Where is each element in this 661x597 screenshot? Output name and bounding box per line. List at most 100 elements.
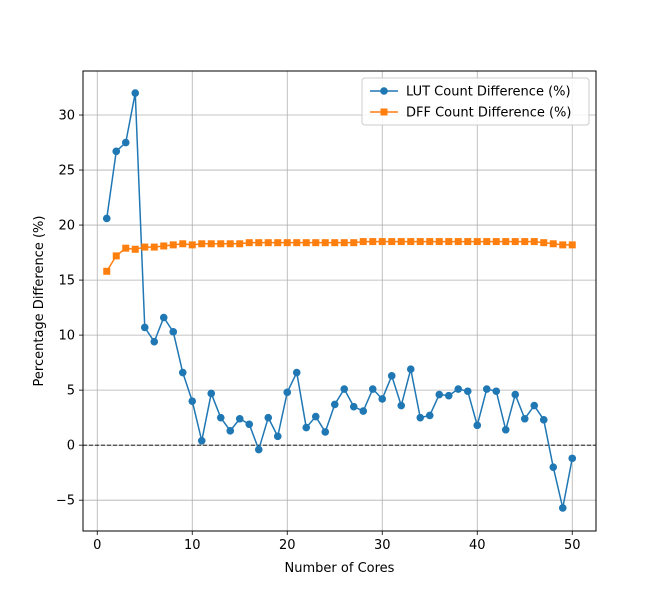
y-tick-label: 5	[67, 384, 75, 399]
grid-lines	[83, 71, 596, 531]
data-point	[121, 138, 130, 147]
data-point	[340, 239, 348, 247]
legend-marker	[380, 108, 388, 116]
data-point	[511, 390, 520, 399]
data-point	[359, 238, 367, 246]
data-point	[311, 412, 320, 421]
x-tick-label: 40	[469, 538, 486, 553]
data-point	[340, 385, 349, 393]
data-point	[283, 388, 292, 397]
data-point	[159, 313, 168, 322]
legend-item: DFF Count Difference (%)	[370, 106, 571, 121]
data-point	[445, 238, 453, 246]
data-point	[245, 239, 253, 247]
data-point	[293, 239, 301, 247]
data-point	[530, 238, 538, 246]
data-point	[274, 239, 282, 247]
data-point	[216, 413, 225, 422]
data-point	[463, 387, 472, 396]
data-point	[226, 240, 234, 248]
series-1	[102, 89, 577, 512]
legend-label: DFF Count Difference (%)	[406, 106, 571, 121]
data-point	[264, 413, 273, 422]
data-point	[530, 401, 539, 410]
data-point	[359, 407, 368, 415]
data-point	[492, 238, 500, 246]
data-point	[112, 147, 121, 156]
data-point	[264, 239, 272, 247]
data-point	[435, 238, 443, 246]
data-point	[188, 241, 196, 249]
data-point	[236, 240, 244, 248]
data-point	[444, 391, 453, 400]
data-point	[539, 416, 548, 424]
data-point	[473, 238, 481, 246]
data-point	[330, 400, 339, 409]
data-point	[378, 395, 387, 403]
x-tick-label: 20	[279, 538, 296, 553]
data-point	[378, 238, 386, 246]
data-point	[520, 414, 529, 423]
data-point	[178, 368, 187, 377]
y-tick-label: 10	[58, 329, 75, 344]
data-point	[464, 238, 472, 246]
y-tick-label: 20	[58, 219, 75, 234]
x-tick-label: 0	[93, 538, 101, 553]
data-point	[397, 238, 405, 246]
data-point	[483, 238, 491, 246]
data-point	[331, 239, 339, 247]
data-point	[226, 427, 235, 435]
data-point	[292, 368, 301, 377]
data-point	[169, 328, 178, 336]
data-point	[150, 337, 159, 346]
data-point	[387, 372, 396, 380]
data-point	[397, 401, 406, 410]
data-point	[473, 421, 482, 430]
data-point	[141, 243, 149, 251]
data-point	[435, 390, 444, 399]
data-point	[254, 445, 263, 454]
data-point	[568, 454, 577, 463]
data-point	[169, 241, 177, 249]
data-point	[312, 239, 320, 247]
data-point	[416, 413, 425, 422]
data-point	[407, 238, 415, 246]
data-point	[321, 239, 329, 247]
series-line	[106, 92, 573, 509]
data-point	[482, 385, 491, 393]
x-tick-label: 10	[184, 538, 201, 553]
data-point	[502, 238, 510, 246]
series-2	[103, 238, 576, 275]
data-point	[245, 420, 254, 429]
data-point	[188, 397, 197, 405]
data-point	[350, 239, 358, 247]
data-point	[160, 242, 168, 250]
x-tick-label: 30	[374, 538, 391, 553]
series-layer	[102, 89, 577, 512]
legend-box	[361, 77, 590, 126]
x-axis-title: Number of Cores	[285, 561, 395, 576]
data-point	[112, 252, 120, 260]
plot-frame	[82, 70, 597, 532]
data-point	[454, 385, 463, 393]
y-tick-label: 0	[67, 439, 75, 454]
data-point	[140, 323, 149, 332]
x-tick-label: 50	[564, 538, 581, 553]
data-point	[349, 402, 358, 411]
data-point	[501, 425, 510, 434]
data-point	[302, 239, 310, 247]
data-point	[369, 238, 377, 246]
y-tick-label: 15	[58, 274, 75, 289]
legend-item: LUT Count Difference (%)	[370, 85, 571, 100]
y-tick-label: 25	[58, 164, 75, 179]
data-point	[179, 240, 187, 248]
data-point	[273, 432, 282, 441]
data-point	[454, 238, 462, 246]
y-tick-label: 30	[58, 109, 75, 124]
data-point	[540, 239, 548, 247]
data-point	[197, 436, 206, 445]
data-point	[425, 411, 434, 420]
data-point	[388, 238, 396, 246]
data-point	[150, 243, 158, 251]
data-point	[283, 239, 291, 247]
